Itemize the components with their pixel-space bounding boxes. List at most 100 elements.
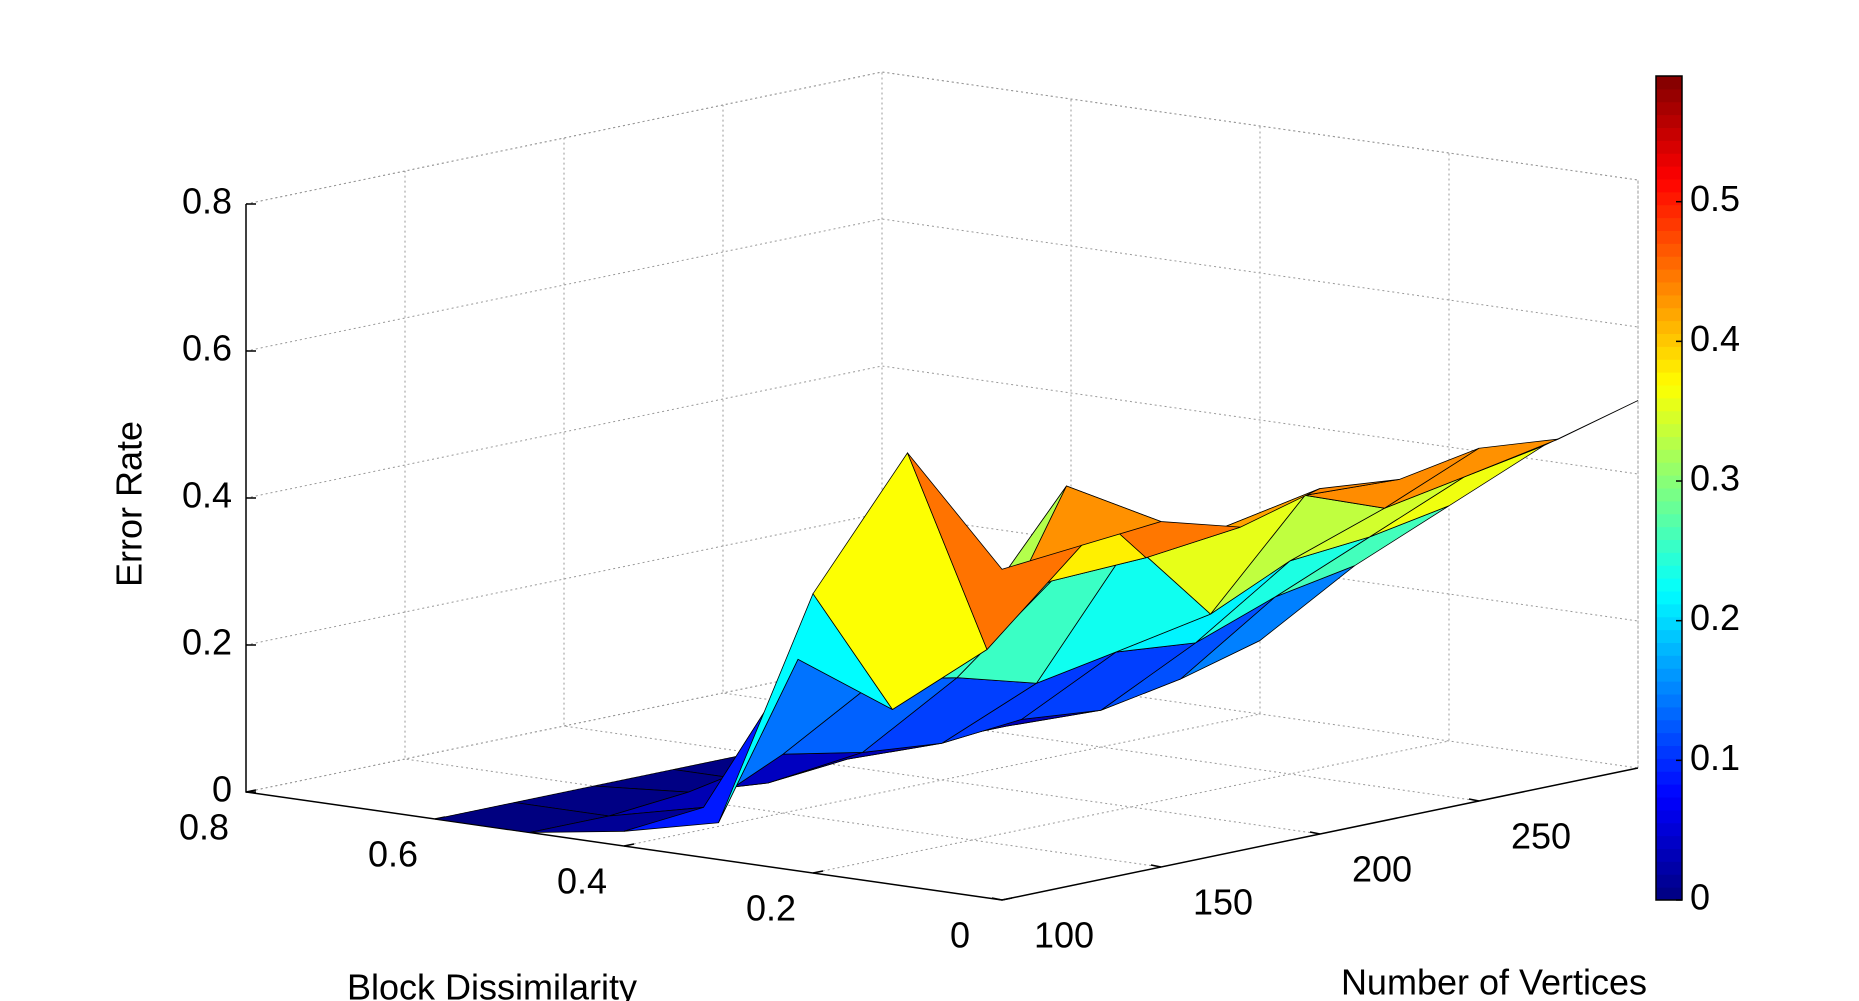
colorbar-segment [1656, 230, 1682, 244]
colorbar-tick-label: 0.4 [1690, 318, 1740, 359]
colorbar-segment [1656, 101, 1682, 116]
colorbar-tick-label: 0 [1690, 877, 1710, 918]
colorbar-segment [1656, 500, 1682, 515]
colorbar-segment [1656, 410, 1682, 425]
colorbar-segment [1656, 488, 1682, 502]
colorbar-segment [1656, 835, 1682, 849]
colorbar-segment [1656, 848, 1682, 862]
colorbar-segment [1656, 140, 1682, 154]
colorbar-segment [1656, 861, 1682, 875]
y-tick [1468, 798, 1480, 802]
colorbar-segment [1656, 385, 1682, 399]
grid-line [245, 218, 1639, 352]
z-tick-label: 0.2 [182, 622, 232, 663]
y-tick [1309, 831, 1321, 835]
grid-line [245, 365, 1639, 499]
colorbar-segment [1656, 243, 1682, 257]
colorbar-segment [1656, 294, 1682, 309]
colorbar-segment [1656, 320, 1682, 334]
colorbar-segment [1656, 127, 1682, 141]
colorbar-segment [1656, 874, 1682, 888]
colorbar-segment [1656, 269, 1682, 283]
colorbar-segment [1656, 436, 1682, 450]
colorbar-segment [1656, 359, 1682, 373]
colorbar-segment [1656, 204, 1682, 219]
surface-face [907, 452, 1083, 651]
grid-line [404, 171, 1162, 868]
colorbar-segment [1656, 616, 1682, 631]
colorbar-segment [1656, 565, 1682, 579]
colorbar-frame [1655, 75, 1683, 901]
colorbar-segment [1656, 668, 1682, 682]
z-axis-label: Error Rate [109, 421, 150, 587]
grid-line [722, 105, 1480, 802]
colorbar-segment [1656, 462, 1682, 476]
y-tick [1150, 864, 1162, 868]
x-tick [245, 789, 257, 793]
colorbar-segment [1656, 76, 1682, 90]
colorbar-segment [1656, 191, 1682, 206]
surface-face [1384, 438, 1559, 509]
z-tick-label: 0.4 [182, 475, 232, 516]
x-axis-label: Block Dissimilarity [347, 967, 637, 1001]
colorbar-segment [1656, 706, 1682, 721]
colorbar-segment [1656, 771, 1682, 785]
x-tick [1001, 897, 1013, 901]
colorbar-segment [1656, 333, 1682, 347]
colorbar-segment [1656, 449, 1682, 463]
colorbar-segment [1656, 153, 1682, 167]
x-tick-label: 0.4 [557, 861, 607, 902]
colorbar-segment [1656, 642, 1682, 656]
colorbar-segment [1656, 346, 1682, 360]
y-axis-label: Number of Vertices [1341, 962, 1647, 1001]
colorbar-segment [1656, 539, 1682, 553]
z-tick-label: 0.8 [182, 181, 232, 222]
x-tick [812, 870, 824, 874]
colorbar-segment [1656, 655, 1682, 669]
y-tick-label: 150 [1193, 882, 1253, 923]
colorbar-segment [1656, 114, 1682, 128]
y-tick-label: 200 [1352, 849, 1412, 890]
y-tick [991, 897, 1003, 901]
colorbar-segment [1656, 526, 1682, 540]
colorbar-segment [1656, 256, 1682, 270]
colorbar-segment [1656, 88, 1682, 103]
colorbar-segment [1656, 513, 1682, 528]
colorbar-segment [1656, 797, 1682, 811]
colorbar-segment [1656, 578, 1682, 592]
colorbar-segment [1656, 629, 1682, 643]
colorbar-tick-label: 0.5 [1690, 178, 1740, 219]
grid-line [812, 153, 1450, 874]
colorbar-segment [1656, 603, 1682, 618]
grid-line [245, 72, 883, 793]
colorbar-tick-label: 0.1 [1690, 737, 1740, 778]
colorbar-segment [1656, 719, 1682, 734]
colorbar-tick-label: 0.2 [1690, 597, 1740, 638]
colorbar-segment [1656, 475, 1682, 489]
colorbar-segment [1656, 822, 1682, 837]
colorbar-segment [1656, 681, 1682, 695]
colorbar-segment [1656, 784, 1682, 798]
y-tick-label: 250 [1511, 816, 1571, 857]
colorbar-segment [1656, 732, 1682, 746]
z-tick-label: 0.6 [182, 328, 232, 369]
colorbar-segment [1656, 282, 1682, 296]
grid-line [245, 512, 1639, 646]
colorbar-segment [1656, 887, 1682, 901]
z-tick-label: 0 [212, 769, 232, 810]
colorbar-segment [1656, 179, 1682, 193]
colorbar-segment [1656, 397, 1682, 412]
x-tick-label: 0.2 [746, 888, 796, 929]
box-edge [245, 71, 1639, 768]
colorbar-segment [1656, 809, 1682, 824]
colorbar-segment [1656, 307, 1682, 322]
colorbar-segment [1656, 372, 1682, 386]
grid-line [245, 71, 1639, 205]
colorbar-segment [1656, 423, 1682, 437]
colorbar-segment [1656, 694, 1682, 708]
x-tick-label: 0 [950, 915, 970, 956]
colorbar-segment [1656, 591, 1682, 605]
grid-line [623, 126, 1261, 847]
colorbar-segment [1656, 552, 1682, 566]
